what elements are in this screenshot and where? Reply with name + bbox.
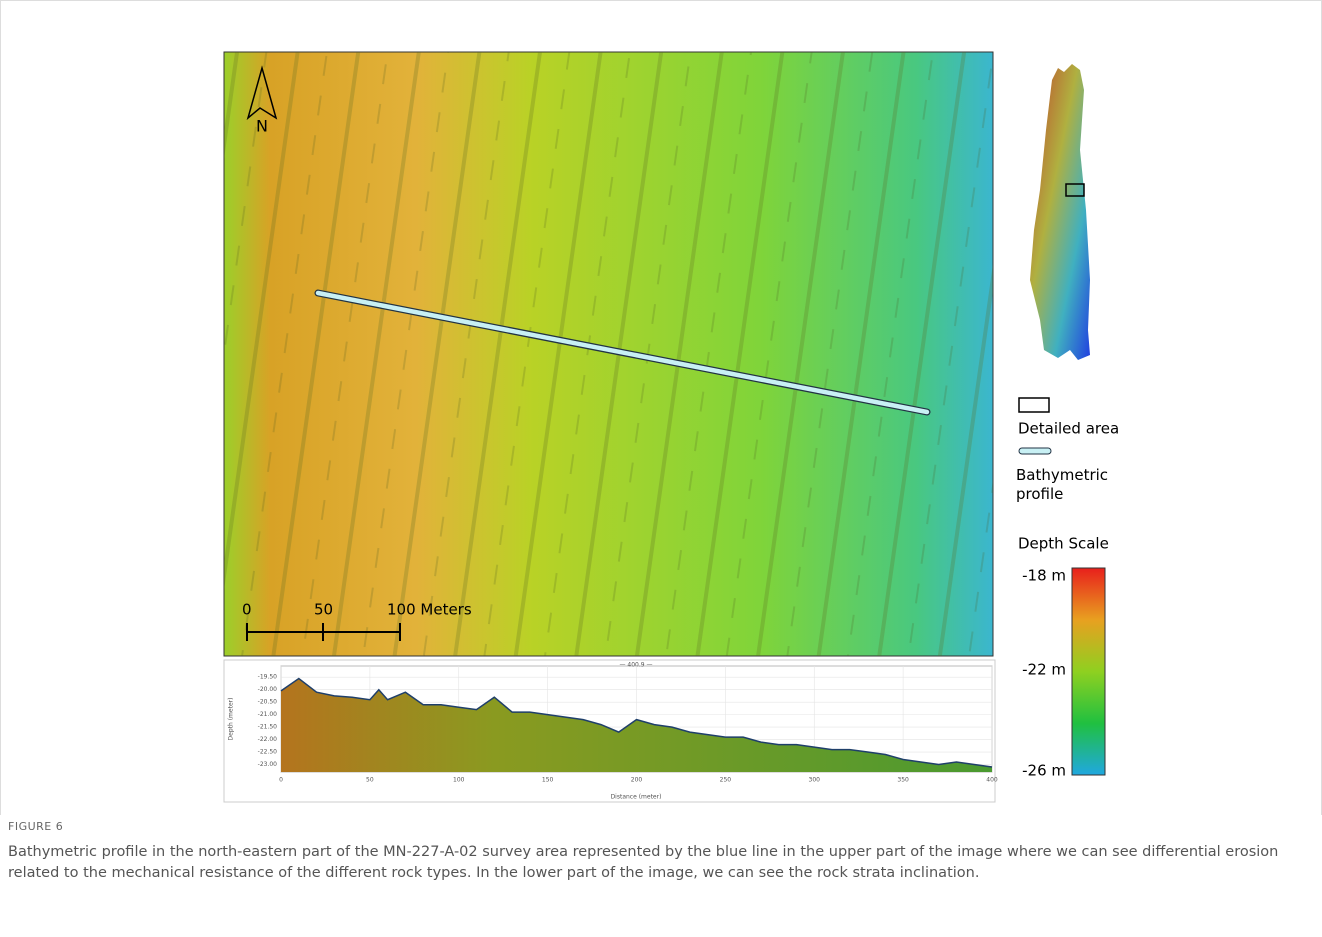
depth-label: -22 m <box>1022 661 1066 679</box>
y-tick-label: -20.00 <box>258 686 278 693</box>
y-tick-label: -19.50 <box>258 674 278 681</box>
y-tick-label: -21.50 <box>258 724 278 731</box>
chart-annotation: — 400.9 — <box>620 662 653 669</box>
x-tick-label: 150 <box>542 777 554 784</box>
scale-label: 0 <box>242 601 252 619</box>
x-axis-label: Distance (meter) <box>611 794 662 801</box>
depth-label: -18 m <box>1022 567 1066 585</box>
x-tick-label: 200 <box>631 777 643 784</box>
y-axis-label: Depth (meter) <box>228 698 235 741</box>
y-tick-label: -23.00 <box>258 761 278 768</box>
figure: N 0 50 100 Meters Detailed area Bathymet… <box>0 0 1322 815</box>
legend-label-wrap: Bathymetric profile <box>1016 466 1126 508</box>
y-tick-label: -22.50 <box>258 749 278 756</box>
scale-label: 100 Meters <box>387 601 472 619</box>
y-tick-label: -21.00 <box>258 711 278 718</box>
x-tick-label: 0 <box>279 777 283 784</box>
map-texture <box>224 52 993 656</box>
caption-text: Bathymetric profile in the north-eastern… <box>8 842 1308 884</box>
legend-label: Detailed area <box>1018 420 1119 438</box>
page: N 0 50 100 Meters Detailed area Bathymet… <box>0 0 1322 937</box>
legend-box-symbol <box>1019 398 1049 412</box>
north-label: N <box>256 117 268 136</box>
depth-colorbar <box>1072 568 1105 775</box>
legend-line-symbol <box>1019 448 1051 454</box>
x-tick-label: 400 <box>986 777 998 784</box>
legend-label: Bathymetric profile <box>1016 466 1112 504</box>
inset-map <box>1030 64 1090 360</box>
x-tick-label: 250 <box>720 777 732 784</box>
x-tick-label: 300 <box>809 777 821 784</box>
caption-label: FIGURE 6 <box>8 820 63 833</box>
scale-label: 50 <box>314 601 333 619</box>
x-tick-label: 350 <box>897 777 909 784</box>
x-tick-label: 50 <box>366 777 374 784</box>
y-tick-label: -20.50 <box>258 699 278 706</box>
y-tick-label: -22.00 <box>258 736 278 743</box>
depth-scale-title: Depth Scale <box>1018 535 1109 553</box>
x-tick-label: 100 <box>453 777 465 784</box>
depth-label: -26 m <box>1022 762 1066 780</box>
